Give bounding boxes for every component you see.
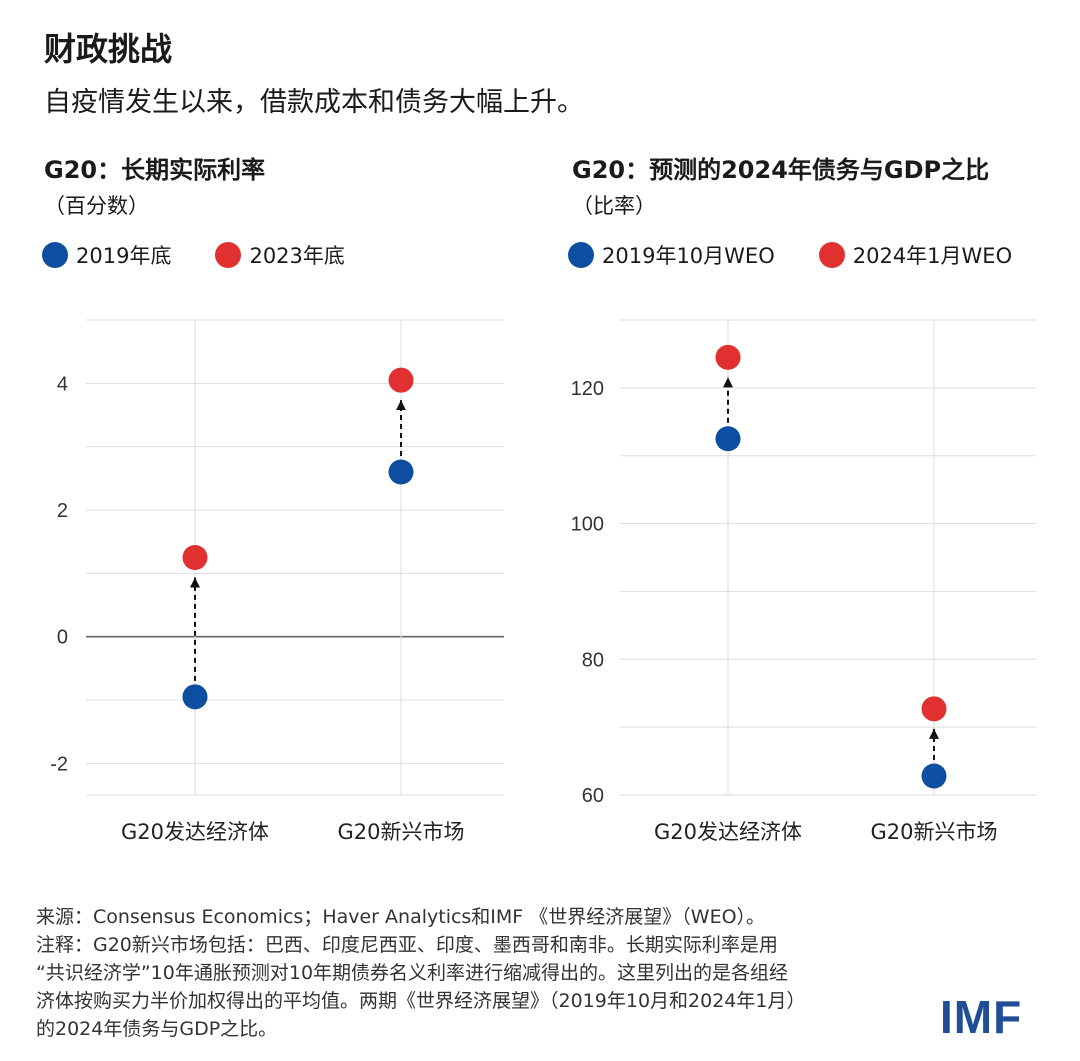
data-point-2024年1月WEO [921, 696, 947, 722]
source-notes: 来源：Consensus Economics；Haver Analytics和I… [36, 903, 956, 1043]
data-point-2023年底 [182, 545, 208, 570]
legend-marker-red [215, 242, 242, 268]
data-point-2019年10月WEO [715, 426, 741, 452]
data-point-2019年10月WEO [921, 763, 947, 789]
legend-item: 2024年1月WEO [818, 240, 1013, 270]
legend-item: 2023年底 [215, 240, 345, 270]
x-tick-label: G20发达经济体 [121, 820, 269, 844]
charts-canvas: -2 0 2 4 G20发达经济体 G20新兴市场 60 80 100 120 G20发达经济体 G2… [50, 319, 1036, 844]
note-line: 注释：G20新兴市场包括：巴西、印度尼西亚、印度、墨西哥和南非。长期实际利率是用 [36, 934, 778, 956]
data-point-2023年底 [388, 367, 414, 393]
note-line: “共识经济学”10年通胀预测对10年期债券名义利率进行缩减得出的。这里列出的是各… [36, 962, 789, 984]
source-line: 来源：Consensus Economics；Haver Analytics和I… [36, 906, 766, 928]
legend-marker-blue [568, 242, 594, 268]
legend-label: 2024年1月WEO [852, 244, 1013, 268]
chart1-title: G20：长期实际利率 [44, 156, 266, 184]
note-line: 的2024年债务与GDP之比。 [36, 1018, 278, 1040]
legend-label: 2019年10月WEO [602, 244, 775, 268]
data-point-2024年1月WEO [715, 344, 741, 370]
chart1-legend: 2019年底 2023年底 [42, 240, 389, 270]
imf-logo: IMF [940, 991, 1023, 1043]
legend-item: 2019年10月WEO [568, 240, 775, 270]
page-title: 财政挑战 [44, 30, 173, 68]
y-tick-label: 100 [571, 514, 604, 536]
y-tick-label: 2 [57, 500, 68, 522]
legend-marker-red [818, 242, 845, 268]
page-subtitle: 自疫情发生以来，借款成本和债务大幅上升。 [44, 87, 584, 118]
x-tick-label: G20新兴市场 [338, 820, 465, 844]
data-point-2019年底 [388, 459, 414, 485]
y-tick-label: 120 [571, 378, 604, 400]
chart2-legend: 2019年10月WEO 2024年1月WEO [568, 240, 1056, 270]
note-line: 济体按购买力半价加权得出的平均值。两期《世界经济展望》（2019年10月和202… [36, 990, 806, 1012]
x-tick-label: G20新兴市场 [871, 820, 998, 844]
data-point-2019年底 [182, 684, 208, 710]
y-tick-label: 0 [57, 627, 68, 649]
chart2-title: G20：预测的2024年债务与GDP之比 [572, 156, 990, 184]
legend-label: 2019年底 [76, 244, 172, 268]
y-tick-label: 80 [582, 649, 604, 671]
chart1-unit: （百分数） [44, 194, 149, 218]
chart2-unit: （比率） [572, 194, 656, 218]
y-tick-label: -2 [50, 753, 68, 775]
legend-item: 2019年底 [42, 240, 171, 270]
y-tick-label: 4 [57, 373, 68, 395]
chart-2: 60 80 100 120 G20发达经济体 G20新兴市场 [571, 319, 1036, 844]
legend-label: 2023年底 [249, 244, 345, 268]
legend-marker-blue [42, 242, 68, 268]
chart-1: -2 0 2 4 G20发达经济体 G20新兴市场 [50, 319, 504, 844]
y-tick-label: 60 [582, 785, 604, 807]
x-tick-label: G20发达经济体 [654, 820, 802, 844]
